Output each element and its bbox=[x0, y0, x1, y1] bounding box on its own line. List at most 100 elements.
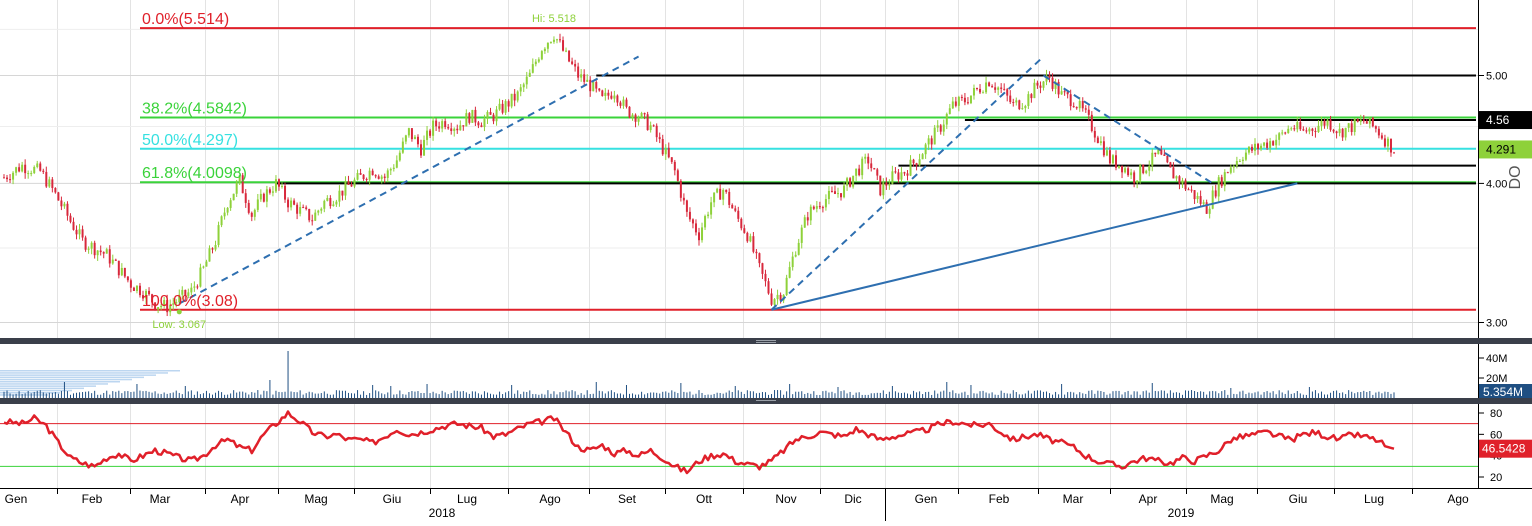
price-vgrid bbox=[57, 0, 1413, 488]
candle-body-down bbox=[988, 82, 991, 87]
candle-body-up bbox=[96, 250, 99, 256]
candle-body-down bbox=[75, 229, 78, 235]
candle-body-up bbox=[386, 170, 389, 178]
candle-body-down bbox=[1220, 177, 1223, 187]
candle-body-up bbox=[226, 207, 229, 213]
candle-body-down bbox=[731, 204, 734, 209]
month-label: Feb bbox=[989, 492, 1010, 506]
candle-body-down bbox=[764, 273, 767, 282]
candle-body-down bbox=[1380, 135, 1383, 139]
candle-body-up bbox=[404, 135, 407, 142]
candle-body-up bbox=[546, 42, 549, 49]
candle-body-up bbox=[855, 168, 858, 176]
candle-body-down bbox=[1311, 128, 1314, 131]
candle-body-down bbox=[277, 179, 280, 187]
candle-body-down bbox=[39, 163, 42, 171]
candle-body-down bbox=[1154, 152, 1157, 155]
candle-body-down bbox=[691, 219, 694, 224]
candle-body-up bbox=[972, 87, 975, 96]
candle-body-down bbox=[1305, 130, 1308, 132]
last-price-badge-arrow bbox=[1479, 111, 1484, 130]
volume-profile-bar bbox=[0, 378, 132, 381]
candle-body-up bbox=[504, 101, 507, 113]
candle-body-up bbox=[30, 173, 33, 175]
fib-label: 61.8%(4.0098) bbox=[142, 165, 247, 182]
candle-body-up bbox=[704, 216, 707, 228]
candle-body-down bbox=[507, 101, 510, 107]
candle-body-down bbox=[359, 173, 362, 175]
candle-body-up bbox=[1136, 180, 1139, 184]
candle-body-up bbox=[957, 96, 960, 106]
trendline bbox=[1042, 74, 1214, 185]
candle-body-up bbox=[368, 170, 371, 180]
fib-labels: 0.0%(5.514) 38.2%(4.5842) 50.0%(4.297) 61.8… bbox=[142, 11, 576, 331]
price-tick-label: 5.00 bbox=[1486, 71, 1507, 83]
candle-body-down bbox=[462, 125, 465, 127]
candle-body-down bbox=[1332, 129, 1335, 132]
candle-body-down bbox=[685, 200, 688, 212]
candle-body-down bbox=[287, 199, 290, 208]
fib-label: 50.0%(4.297) bbox=[142, 132, 238, 149]
candle-body-up bbox=[281, 185, 283, 187]
candle-body-up bbox=[1145, 170, 1148, 174]
candle-body-up bbox=[90, 242, 93, 249]
candle-body-down bbox=[117, 260, 120, 276]
candle-body-down bbox=[489, 111, 492, 115]
price-tick-label: 4.00 bbox=[1486, 178, 1507, 190]
candle-body-up bbox=[631, 114, 634, 118]
candle-body-down bbox=[873, 168, 876, 170]
candle-body-up bbox=[471, 109, 474, 123]
candle-body-down bbox=[69, 215, 72, 222]
candle-body-down bbox=[142, 295, 144, 299]
candle-body-down bbox=[755, 251, 758, 254]
candle-body-down bbox=[1299, 122, 1302, 130]
volume-profile-bar bbox=[0, 372, 168, 374]
candle-body-down bbox=[302, 207, 305, 209]
candle-body-up bbox=[78, 229, 81, 235]
candle-body-down bbox=[1009, 95, 1012, 103]
candle-body-down bbox=[1302, 129, 1305, 131]
low-marker bbox=[176, 309, 182, 315]
rsi-badge bbox=[1479, 439, 1532, 458]
candle-body-down bbox=[1284, 132, 1287, 134]
candle-body-up bbox=[256, 199, 259, 210]
candle-body-down bbox=[474, 109, 477, 123]
candle-body-up bbox=[36, 163, 39, 168]
candle-body-up bbox=[525, 76, 528, 85]
candle-body-down bbox=[758, 253, 761, 264]
month-label: Mar bbox=[150, 492, 171, 506]
candle-body-up bbox=[1181, 180, 1184, 184]
candle-body-down bbox=[184, 289, 187, 296]
candle-body-up bbox=[160, 305, 163, 308]
candle-body-up bbox=[882, 182, 885, 196]
candle-body-up bbox=[1278, 133, 1281, 140]
candle-body-up bbox=[948, 108, 951, 114]
candle-body-up bbox=[111, 259, 114, 264]
candle-body-down bbox=[151, 294, 154, 303]
candle-body-up bbox=[259, 193, 262, 200]
candle-body-down bbox=[876, 169, 879, 176]
candle-body-down bbox=[1272, 141, 1275, 146]
candle-body-down bbox=[610, 95, 613, 99]
candle-body-up bbox=[1157, 149, 1160, 155]
candle-body-down bbox=[1393, 152, 1395, 154]
candle-body-down bbox=[456, 128, 459, 131]
price-tick-label: 3.00 bbox=[1486, 318, 1507, 330]
candle-body-down bbox=[480, 125, 483, 128]
current-price-badge bbox=[1479, 140, 1532, 159]
candle-body-up bbox=[1238, 160, 1241, 162]
candle-body-up bbox=[1290, 128, 1293, 130]
candle-body-up bbox=[843, 185, 846, 198]
trendline bbox=[770, 55, 1045, 311]
candle-body-up bbox=[701, 227, 704, 241]
candle-body-up bbox=[426, 130, 429, 140]
candle-body-up bbox=[1151, 152, 1154, 166]
candle-body-down bbox=[1350, 123, 1353, 133]
candle-body-down bbox=[830, 190, 833, 192]
candles bbox=[3, 33, 1395, 317]
candle-body-up bbox=[169, 304, 172, 313]
candle-body-down bbox=[1193, 190, 1196, 200]
month-label: Mag bbox=[304, 492, 327, 506]
candle-body-up bbox=[510, 93, 513, 107]
candle-body-down bbox=[761, 263, 764, 274]
